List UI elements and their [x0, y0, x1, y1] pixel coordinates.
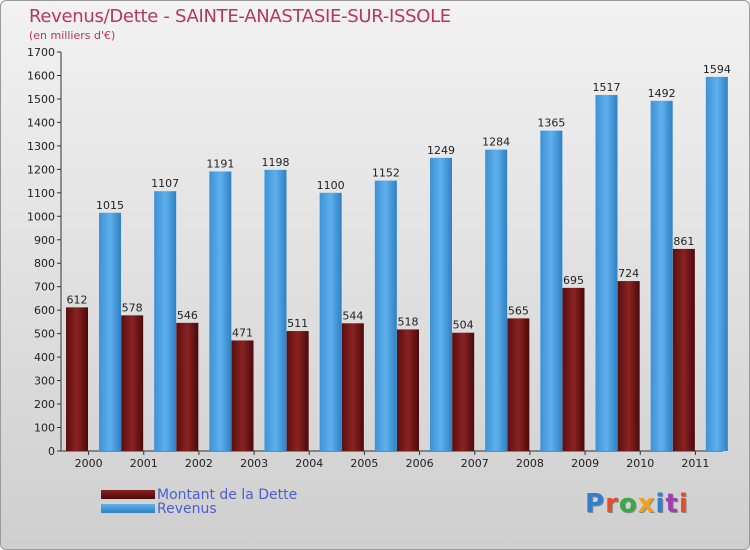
- x-tick-label: 2006: [406, 457, 434, 470]
- x-tick-label: 2002: [185, 457, 213, 470]
- value-label-dette: 471: [232, 326, 253, 339]
- bar-revenus: [319, 192, 342, 451]
- y-tick-label: 900: [34, 234, 55, 247]
- value-label-revenus: 1492: [648, 87, 676, 100]
- value-label-dette: 861: [673, 235, 694, 248]
- value-label-revenus: 1365: [537, 117, 565, 130]
- value-label-revenus: 1594: [703, 63, 731, 76]
- y-tick-label: 400: [34, 351, 55, 364]
- bar-revenus: [99, 212, 121, 451]
- value-label-revenus: 1100: [317, 179, 345, 192]
- bar-revenus: [650, 100, 673, 452]
- legend-swatch-revenus: [101, 504, 155, 513]
- logo-letter: i: [678, 489, 689, 519]
- logo-letter: P: [585, 489, 606, 519]
- y-tick-label: 800: [34, 257, 55, 270]
- value-label-dette: 546: [177, 309, 198, 322]
- bars: [66, 76, 728, 452]
- logo-letter: x: [637, 489, 656, 519]
- bar-revenus: [154, 191, 177, 451]
- value-label-dette: 518: [398, 315, 419, 328]
- logo-letter: r: [605, 489, 619, 519]
- value-label-revenus: 1249: [427, 144, 455, 157]
- value-label-revenus: 1284: [482, 136, 510, 149]
- legend-label-revenus: Revenus: [157, 501, 217, 517]
- y-tick-label: 1200: [27, 163, 55, 176]
- x-tick-label: 2008: [516, 457, 544, 470]
- bar-dette: [121, 315, 144, 451]
- y-tick-label: 300: [34, 375, 55, 388]
- value-label-revenus: 1152: [372, 167, 400, 180]
- x-tick-label: 2004: [295, 457, 323, 470]
- chart-subtitle: (en milliers d'€): [29, 29, 116, 42]
- legend-label-dette: Montant de la Dette: [157, 487, 298, 503]
- bar-dette: [562, 287, 585, 451]
- logo-letter: i: [655, 489, 666, 519]
- bar-revenus: [485, 149, 508, 452]
- x-tick-label: 2001: [130, 457, 158, 470]
- bar-dette: [672, 248, 695, 451]
- value-label-dette: 695: [563, 274, 584, 287]
- bar-revenus: [209, 171, 232, 451]
- y-tick-label: 1500: [27, 93, 55, 106]
- logo-letter: t: [665, 489, 679, 519]
- value-label-revenus: 1191: [206, 157, 234, 170]
- value-label-dette: 724: [618, 267, 639, 280]
- value-label-revenus: 1517: [593, 81, 621, 94]
- y-tick-label: 100: [34, 422, 55, 435]
- y-tick-label: 1300: [27, 140, 55, 153]
- y-tick-label: 1600: [27, 69, 55, 82]
- y-tick-label: 1100: [27, 187, 55, 200]
- x-tick-label: 2000: [75, 457, 103, 470]
- x-tick-label: 2009: [571, 457, 599, 470]
- x-tick-label: 2003: [240, 457, 268, 470]
- bar-dette: [507, 318, 530, 451]
- bar-revenus: [705, 76, 728, 452]
- value-label-revenus: 1015: [96, 199, 124, 212]
- bar-dette: [341, 323, 364, 451]
- bar-dette: [397, 329, 419, 451]
- x-tick-label: 2011: [681, 457, 709, 470]
- x-tick-label: 2005: [350, 457, 378, 470]
- proxiti-logo: Proxiti: [585, 489, 689, 519]
- y-tick-label: 0: [48, 445, 55, 458]
- bar-revenus: [430, 157, 452, 451]
- y-tick-label: 1400: [27, 116, 55, 129]
- bar-dette: [176, 322, 199, 451]
- y-tick-label: 700: [34, 281, 55, 294]
- value-label-dette: 565: [508, 304, 529, 317]
- bar-revenus: [540, 130, 563, 451]
- value-label-dette: 544: [342, 309, 363, 322]
- value-label-dette: 578: [122, 301, 143, 314]
- bar-revenus: [264, 169, 287, 451]
- legend-swatch-dette: [101, 490, 155, 499]
- x-tick-label: 2007: [461, 457, 489, 470]
- y-tick-label: 600: [34, 304, 55, 317]
- value-labels: 612 1015 578 1107 546 1191 471 1198 511 1100 544 11…: [67, 63, 731, 340]
- y-tick-label: 200: [34, 398, 55, 411]
- bar-dette: [231, 340, 254, 451]
- value-label-revenus: 1198: [262, 156, 290, 169]
- value-label-dette: 511: [287, 317, 308, 330]
- y-tick-label: 500: [34, 328, 55, 341]
- value-label-revenus: 1107: [151, 177, 179, 190]
- x-tick-label: 2010: [626, 457, 654, 470]
- y-tick-label: 1000: [27, 210, 55, 223]
- bar-dette: [66, 307, 88, 451]
- logo-letter: o: [618, 489, 638, 519]
- bar-dette: [286, 331, 309, 451]
- bar-dette: [617, 281, 640, 451]
- bar-revenus: [374, 180, 397, 451]
- bar-dette: [452, 332, 475, 451]
- value-label-dette: 504: [453, 319, 474, 332]
- value-label-dette: 612: [67, 293, 88, 306]
- y-tick-label: 1700: [27, 46, 55, 59]
- bar-revenus: [595, 94, 618, 452]
- chart-title: Revenus/Dette - SAINTE-ANASTASIE-SUR-ISS…: [29, 6, 451, 27]
